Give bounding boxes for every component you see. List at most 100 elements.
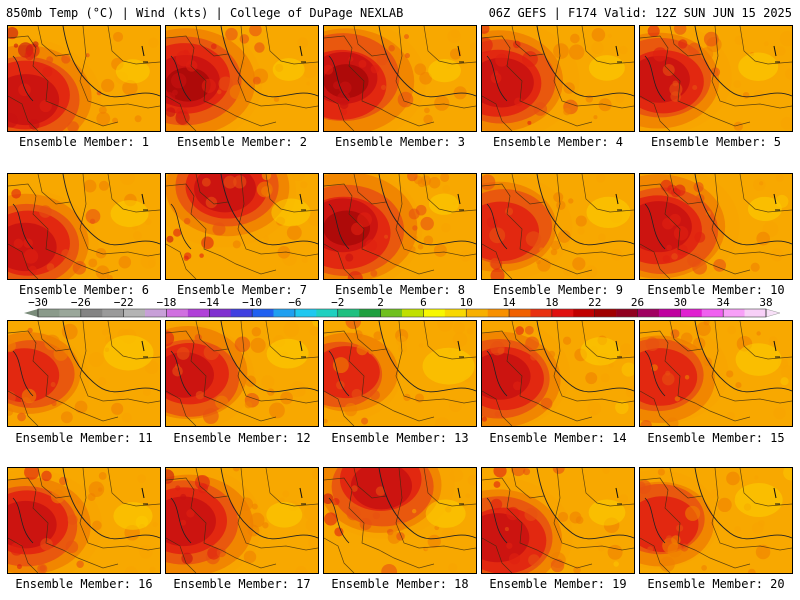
- ensemble-member-label: Ensemble Member: 14: [489, 431, 627, 445]
- temperature-map: [324, 26, 476, 131]
- temperature-map: [482, 468, 634, 573]
- colorbar-tick-label: 22: [588, 296, 601, 309]
- temperature-map: [640, 26, 792, 131]
- color-swatch: [723, 309, 745, 317]
- colorbar-left-arrow: [24, 309, 38, 317]
- ensemble-member-label: Ensemble Member: 6: [18, 283, 150, 297]
- colorbar-tick-label: −6: [288, 296, 301, 309]
- temperature-map: [166, 174, 318, 279]
- colorbar-tick-label: 6: [420, 296, 427, 309]
- temperature-map: [8, 26, 160, 131]
- colorbar-right-arrow: [765, 308, 781, 318]
- ensemble-member-label: Ensemble Member: 9: [492, 283, 624, 297]
- header-bar: 850mb Temp (°C) | Wind (kts) | College o…: [0, 0, 800, 24]
- color-swatch: [123, 309, 146, 317]
- header-title: 850mb Temp (°C) | Wind (kts) | College o…: [6, 6, 404, 20]
- ensemble-member-label: Ensemble Member: 18: [331, 577, 469, 591]
- temperature-map: [324, 321, 476, 426]
- colorbar-tick-label: 26: [631, 296, 644, 309]
- color-swatch: [230, 309, 253, 317]
- ensemble-member-label: Ensemble Member: 8: [334, 283, 466, 297]
- temperature-map: [166, 468, 318, 573]
- color-swatch: [637, 309, 660, 317]
- temperature-map: [482, 321, 634, 426]
- color-swatch: [80, 309, 103, 317]
- colorbar-tick-label: 14: [502, 296, 516, 309]
- ensemble-map-panel: [481, 173, 635, 280]
- temperature-map: [166, 26, 318, 131]
- ensemble-member-label: Ensemble Member: 11: [15, 431, 153, 445]
- temperature-map: [8, 468, 160, 573]
- ensemble-member-label: Ensemble Member: 1: [18, 135, 150, 149]
- ensemble-member-label: Ensemble Member: 2: [176, 135, 308, 149]
- color-swatch: [359, 309, 381, 317]
- color-swatch: [701, 309, 724, 317]
- temperature-map: [640, 468, 792, 573]
- ensemble-map-panel: [7, 25, 161, 132]
- colorbar-tick-label: −26: [71, 296, 91, 309]
- color-swatch: [59, 309, 82, 317]
- ensemble-member-label: Ensemble Member: 4: [492, 135, 624, 149]
- ensemble-member-label: Ensemble Member: 10: [647, 283, 785, 297]
- colorbar-tick-label: 38: [759, 296, 772, 309]
- color-swatch: [316, 309, 339, 317]
- color-swatch: [38, 309, 60, 317]
- ensemble-map-panel: [323, 467, 477, 574]
- color-swatch: [594, 309, 617, 317]
- color-swatch: [573, 309, 596, 317]
- temperature-map: [8, 174, 160, 279]
- color-swatch: [444, 309, 467, 317]
- ensemble-map-panel: [639, 173, 793, 280]
- ensemble-map-panel: [165, 320, 319, 427]
- ensemble-member-label: Ensemble Member: 20: [647, 577, 785, 591]
- color-swatch: [551, 309, 574, 317]
- ensemble-member-label: Ensemble Member: 7: [176, 283, 308, 297]
- color-swatch: [166, 309, 189, 317]
- ensemble-map-panel: [639, 25, 793, 132]
- colorbar-tick-label: −2: [331, 296, 344, 309]
- temperature-map: [640, 321, 792, 426]
- ensemble-member-label: Ensemble Member: 19: [489, 577, 627, 591]
- ensemble-map-panel: [323, 173, 477, 280]
- ensemble-map-panel: [481, 467, 635, 574]
- colorbar-tick-label: −30: [28, 296, 48, 309]
- ensemble-map-panel: [7, 320, 161, 427]
- ensemble-member-label: Ensemble Member: 16: [15, 577, 153, 591]
- color-swatch: [487, 309, 510, 317]
- colorbar-tick-label: −10: [242, 296, 262, 309]
- color-swatch: [145, 309, 167, 317]
- ensemble-map-panel: [165, 467, 319, 574]
- colorbar-tick-label: −22: [114, 296, 134, 309]
- colorbar-tick-label: 30: [674, 296, 687, 309]
- colorbar-tick-label: 2: [377, 296, 384, 309]
- color-swatch: [252, 309, 274, 317]
- ensemble-map-panel: [639, 467, 793, 574]
- color-swatch: [466, 309, 488, 317]
- color-swatch: [658, 309, 681, 317]
- color-swatch: [744, 309, 767, 317]
- colorbar-tick-label: −18: [157, 296, 177, 309]
- ensemble-map-panel: [481, 320, 635, 427]
- ensemble-map-panel: [639, 320, 793, 427]
- ensemble-member-label: Ensemble Member: 12: [173, 431, 311, 445]
- color-swatch: [423, 309, 446, 317]
- temperature-map: [324, 468, 476, 573]
- color-swatch: [530, 309, 553, 317]
- color-swatch: [102, 309, 124, 317]
- temperature-map: [482, 26, 634, 131]
- color-swatch: [680, 309, 703, 317]
- header-run-info: 06Z GEFS | F174 Valid: 12Z SUN JUN 15 20…: [488, 6, 792, 20]
- color-swatch: [209, 309, 232, 317]
- color-swatch: [380, 309, 403, 317]
- ensemble-member-label: Ensemble Member: 17: [173, 577, 311, 591]
- ensemble-map-panel: [7, 173, 161, 280]
- ensemble-map-panel: [165, 25, 319, 132]
- color-swatch: [294, 309, 317, 317]
- ensemble-map-panel: [165, 173, 319, 280]
- color-swatch: [273, 309, 296, 317]
- ensemble-member-label: Ensemble Member: 5: [650, 135, 782, 149]
- temperature-map: [482, 174, 634, 279]
- color-swatch: [616, 309, 638, 317]
- colorbar-tick-label: −14: [199, 296, 219, 309]
- color-swatch: [337, 309, 360, 317]
